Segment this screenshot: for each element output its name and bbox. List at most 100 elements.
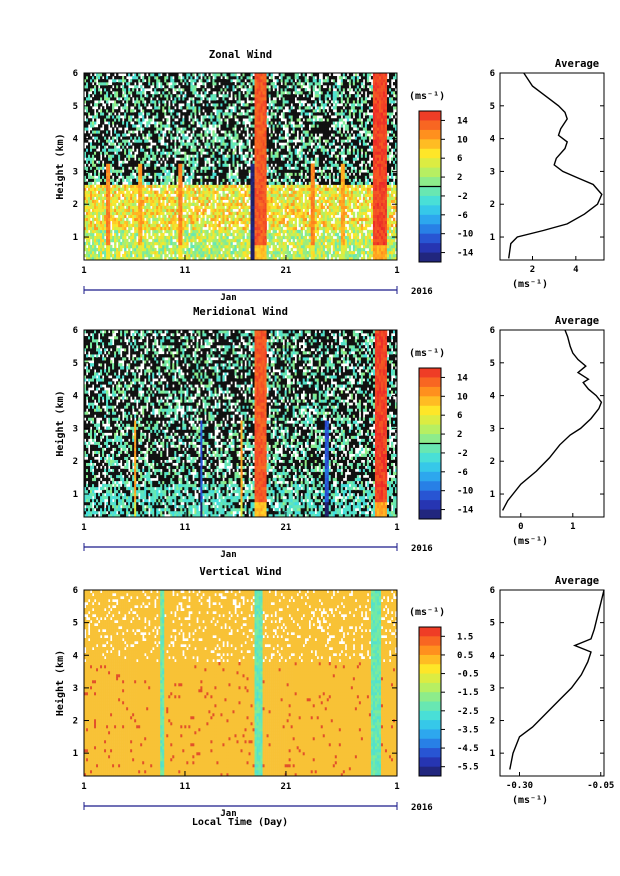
heatmap-cell (230, 242, 232, 245)
heatmap-cell (162, 145, 164, 148)
heatmap-cell (122, 254, 124, 257)
heatmap-cell (257, 136, 259, 139)
heatmap-cell (174, 97, 176, 100)
heatmap-cell (196, 248, 198, 251)
heatmap-cell (263, 194, 265, 197)
heatmap-cell (214, 151, 216, 154)
heatmap-cell (206, 200, 208, 203)
heatmap-cell (243, 145, 245, 148)
heatmap-cell (92, 236, 94, 239)
heatmap-cell (251, 142, 253, 145)
heatmap-cell (86, 94, 88, 97)
heatmap-cell (196, 236, 198, 239)
heatmap-cell (184, 245, 186, 248)
heatmap-cell (154, 224, 156, 227)
heatmap-cell (166, 109, 168, 112)
heatmap-cell (158, 194, 160, 197)
heatmap-cell (118, 179, 120, 182)
heatmap-cell (186, 103, 188, 106)
heatmap-cell (241, 115, 243, 118)
heatmap-cell (226, 239, 228, 242)
heatmap-cell (100, 94, 102, 97)
heatmap-cell (210, 136, 212, 139)
heatmap-cell (108, 157, 110, 160)
heatmap-cell (202, 188, 204, 191)
heatmap-cell (170, 142, 172, 145)
heatmap-cell (232, 236, 234, 239)
heatmap-cell (116, 200, 118, 203)
heatmap-cell (261, 112, 263, 115)
heatmap-cell (210, 106, 212, 109)
heatmap-cell (140, 148, 142, 151)
heatmap-cell (202, 245, 204, 248)
heatmap-cell (243, 151, 245, 154)
heatmap-cell (196, 221, 198, 224)
heatmap-cell (226, 97, 228, 100)
heatmap-cell (178, 191, 180, 194)
heatmap-cell (251, 185, 253, 188)
heatmap-cell (222, 242, 224, 245)
heatmap-cell (168, 227, 170, 230)
heatmap-cell (112, 88, 114, 91)
heatmap-cell (208, 239, 210, 242)
heatmap-cell (136, 103, 138, 106)
heatmap-cell (92, 221, 94, 224)
heatmap-cell (102, 136, 104, 139)
heatmap-cell (92, 233, 94, 236)
heatmap-cell (174, 100, 176, 103)
heatmap-cell (202, 200, 204, 203)
heatmap-cell (271, 91, 273, 94)
heatmap-cell (170, 160, 172, 163)
heatmap-cell (210, 79, 212, 82)
heatmap-cell (178, 160, 180, 163)
heatmap-cell (226, 167, 228, 170)
heatmap-cell (92, 76, 94, 79)
heatmap-cell (247, 115, 249, 118)
heatmap-cell (190, 215, 192, 218)
heatmap-cell (88, 85, 90, 88)
heatmap-cell (243, 215, 245, 218)
heatmap-cell (186, 112, 188, 115)
heatmap-cell (202, 163, 204, 166)
heatmap-cell (200, 133, 202, 136)
heatmap-cell (261, 245, 263, 248)
heatmap-cell (245, 194, 247, 197)
heatmap-cell (140, 242, 142, 245)
heatmap-cell (253, 212, 255, 215)
heatmap-cell (255, 209, 257, 212)
heatmap-cell (86, 112, 88, 115)
heatmap-cell (172, 221, 174, 224)
heatmap-cell (140, 233, 142, 236)
heatmap-cell (216, 242, 218, 245)
heatmap-cell (170, 148, 172, 151)
heatmap-cell (196, 97, 198, 100)
heatmap-cell (214, 154, 216, 157)
heatmap-cell (224, 88, 226, 91)
heatmap-cell (178, 194, 180, 197)
heatmap-cell (200, 139, 202, 142)
heatmap-cell (182, 100, 184, 103)
heatmap-cell (152, 76, 154, 79)
heatmap-cell (174, 109, 176, 112)
heatmap-cell (220, 103, 222, 106)
heatmap-cell (132, 209, 134, 212)
heatmap-cell (230, 139, 232, 142)
heatmap-cell (222, 221, 224, 224)
heatmap-cell (206, 154, 208, 157)
heatmap-cell (98, 127, 100, 130)
heatmap-cell (269, 109, 271, 112)
heatmap-cell (114, 179, 116, 182)
heatmap-cell (202, 79, 204, 82)
heatmap-cell (106, 239, 108, 242)
heatmap-cell (94, 188, 96, 191)
heatmap-cell (228, 212, 230, 215)
heatmap-cell (212, 151, 214, 154)
heatmap-cell (200, 200, 202, 203)
heatmap-cell (134, 188, 136, 191)
heatmap-cell (126, 197, 128, 200)
heatmap-cell (249, 212, 251, 215)
heatmap-cell (104, 139, 106, 142)
heatmap-cell (206, 197, 208, 200)
heatmap-cell (277, 112, 279, 115)
heatmap-cell (100, 112, 102, 115)
